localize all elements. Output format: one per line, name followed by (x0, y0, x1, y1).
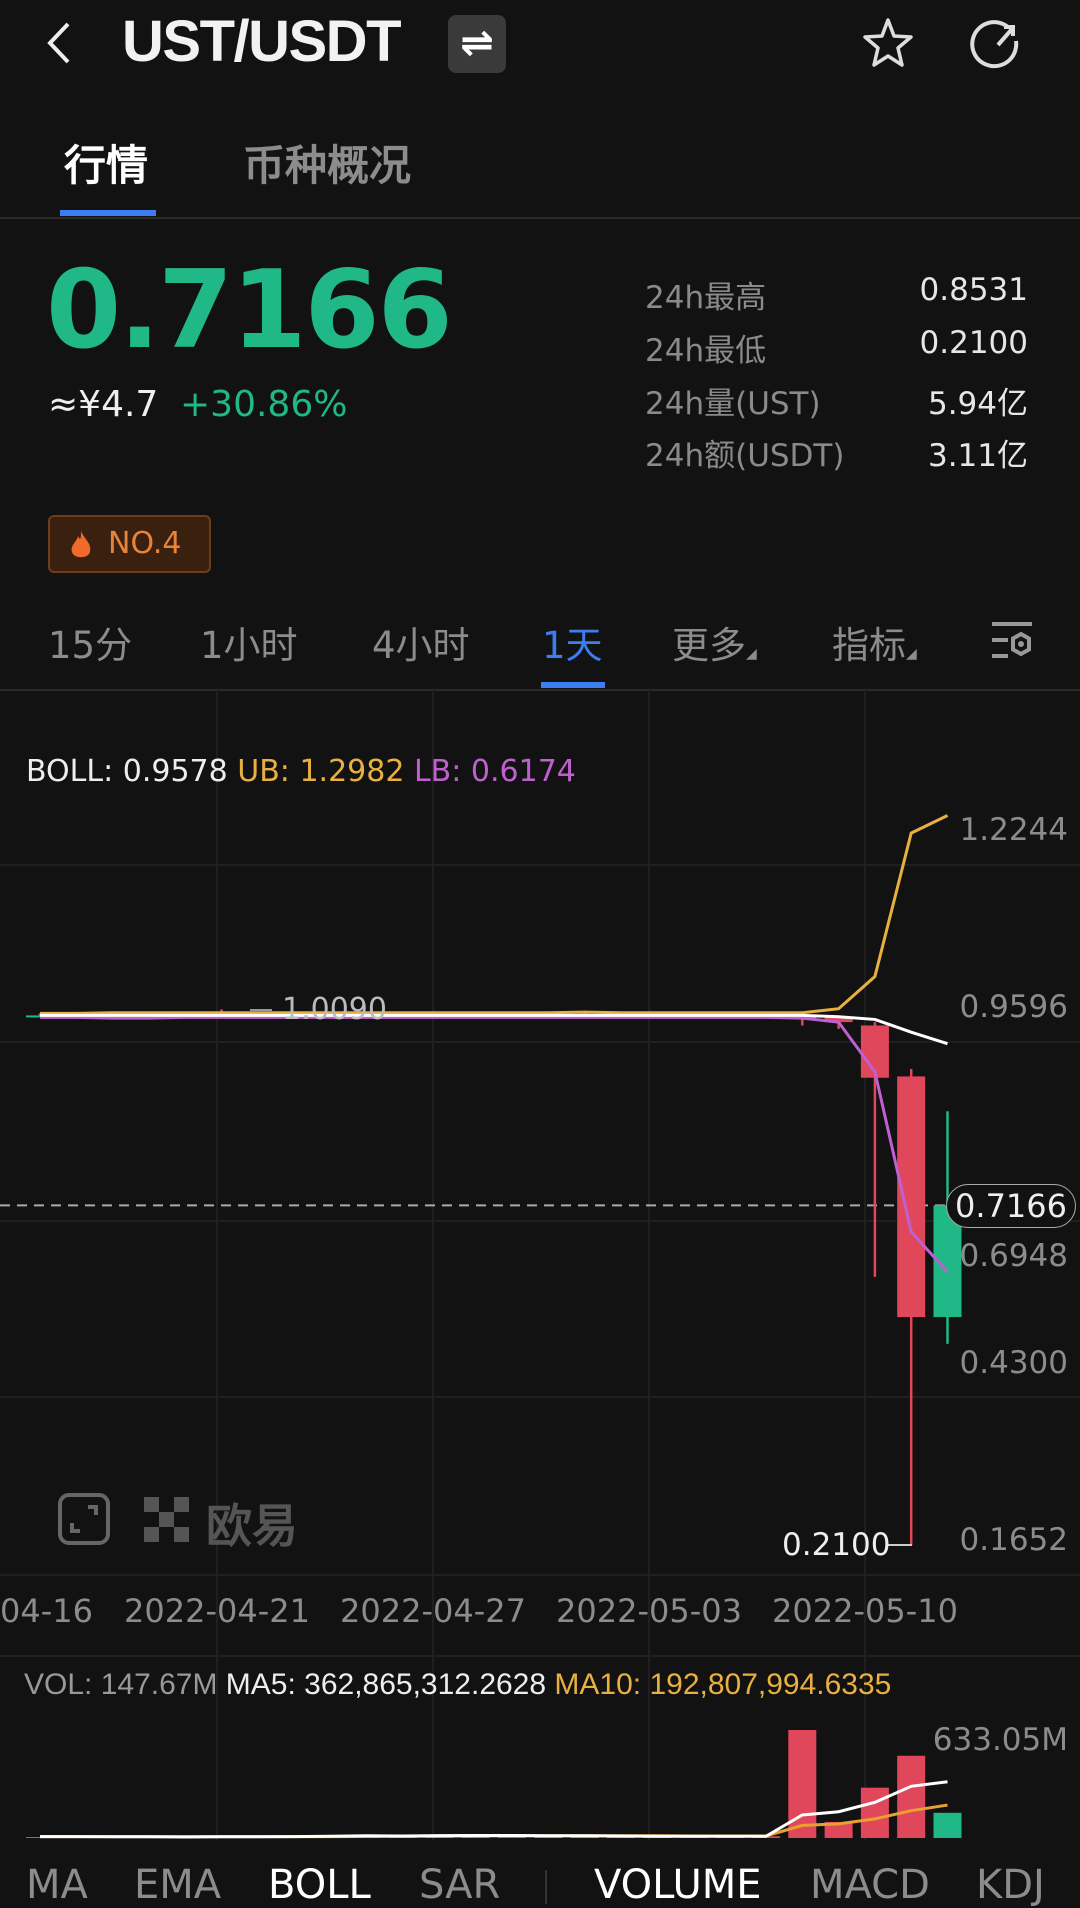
tab-coin-overview[interactable]: 币种概况 (243, 141, 412, 190)
swap-button[interactable]: ⇌ (448, 15, 506, 73)
watermark-text: 欧易 (206, 1499, 298, 1553)
indicator-boll[interactable]: BOLL (268, 1862, 371, 1908)
boll-value: BOLL: 0.9578 (26, 754, 228, 789)
refresh-share-icon (970, 20, 1019, 69)
max-price-label: 1.0090 (282, 992, 387, 1027)
x-tick: 2022-05-03 (556, 1592, 742, 1630)
ma5-value: MA5: 362,865,312.2628 (225, 1668, 547, 1701)
interval-15m[interactable]: 15分 (48, 624, 133, 667)
volume-legend: VOL: 147.67M MA5: 362,865,312.2628 MA10:… (24, 1668, 891, 1702)
caret-icon: ◢ (906, 646, 917, 662)
volume-ma5-line (40, 1780, 948, 1839)
stat-value: 5.94亿 (927, 386, 1028, 422)
share-button[interactable] (968, 15, 1024, 71)
stat-label: 24h最高 (645, 280, 767, 316)
back-button[interactable] (40, 18, 80, 68)
vol-value: VOL: 147.67M (24, 1668, 218, 1701)
stat-label: 24h额(USDT) (645, 438, 845, 474)
y-tick: 1.2244 (959, 812, 1068, 848)
volume-bar (824, 1821, 853, 1838)
interval-more[interactable]: 更多◢ (672, 615, 757, 669)
indicator-ema[interactable]: EMA (134, 1862, 222, 1908)
favorite-button[interactable] (860, 15, 916, 71)
y-tick: 0.1652 (959, 1522, 1068, 1558)
rank-label: NO.4 (108, 526, 182, 561)
interval-4h[interactable]: 4小时 (372, 624, 470, 667)
tab-underline (60, 210, 156, 216)
stat-label: 24h量(UST) (645, 386, 821, 422)
chart-settings-icon (992, 622, 1032, 658)
volume-bar (933, 1812, 962, 1838)
ub-value: UB: 1.2982 (237, 754, 405, 789)
change-percent: +30.86% (180, 384, 348, 425)
caret-icon: ◢ (746, 646, 757, 662)
stat-value: 3.11亿 (927, 438, 1028, 474)
indicator-menu[interactable]: 指标◢ (832, 615, 917, 669)
interval-1d[interactable]: 1天 (542, 624, 603, 667)
last-price-tag[interactable]: 0.7166 (946, 1184, 1076, 1228)
stat-label: 24h最低 (645, 333, 767, 369)
ma10-value: MA10: 192,807,994.6335 (554, 1668, 892, 1701)
divider (0, 217, 1080, 219)
swap-icon: ⇌ (460, 20, 494, 66)
x-tick: 2022-04-21 (124, 1592, 310, 1630)
fire-icon (71, 531, 91, 558)
lb-value: LB: 0.6174 (413, 754, 576, 789)
more-label: 更多 (672, 624, 746, 667)
boll-upper-line (40, 814, 949, 1015)
volume-bar (897, 1755, 926, 1838)
tab-market[interactable]: 行情 (64, 141, 149, 190)
fullscreen-button[interactable] (58, 1493, 110, 1549)
stat-value: 0.8531 (919, 272, 1028, 308)
indicator-kdj[interactable]: KDJ (976, 1862, 1045, 1908)
indicator-ma[interactable]: MA (26, 1862, 88, 1908)
indicator-macd[interactable]: MACD (810, 1862, 930, 1908)
candle-body (860, 1025, 889, 1078)
y-tick: 0.9596 (959, 989, 1068, 1025)
boll-mid-line (40, 1013, 948, 1046)
rank-badge[interactable]: NO.4 (48, 515, 211, 573)
candle-body (824, 1016, 853, 1023)
stat-value: 0.2100 (919, 325, 1028, 361)
chart-settings-button[interactable] (990, 620, 1034, 664)
okx-logo (144, 1497, 192, 1549)
min-price-label: 0.2100 (782, 1527, 891, 1563)
last-price: 0.7166 (46, 248, 453, 373)
chevron-left-icon (47, 22, 70, 64)
interval-underline (541, 682, 605, 688)
y-tick: 0.6948 (959, 1238, 1068, 1274)
candle-body (897, 1076, 926, 1318)
boll-legend: BOLL: 0.9578 UB: 1.2982 LB: 0.6174 (26, 754, 576, 789)
expand-icon (58, 1493, 110, 1545)
interval-1h[interactable]: 1小时 (200, 624, 298, 667)
x-tick: 2022-04-27 (340, 1592, 526, 1630)
volume-max-label: 633.05M (932, 1722, 1068, 1758)
indicator-label: 指标 (832, 624, 906, 667)
pair-title[interactable]: UST/USDT (122, 9, 402, 74)
okx-logo-icon (144, 1497, 189, 1542)
indicator-sar[interactable]: SAR (419, 1862, 501, 1908)
divider (545, 1870, 547, 1904)
divider (0, 689, 1080, 691)
x-tick: 2022-05-10 (772, 1592, 958, 1630)
boll-lower-line (40, 1015, 949, 1273)
indicator-volume[interactable]: VOLUME (594, 1862, 762, 1908)
volume-bar (860, 1787, 889, 1838)
y-tick: 0.4300 (959, 1345, 1068, 1381)
star-icon (863, 18, 913, 67)
x-tick: 04-16 (0, 1592, 93, 1630)
cny-price: ≈¥4.7 (48, 384, 159, 425)
